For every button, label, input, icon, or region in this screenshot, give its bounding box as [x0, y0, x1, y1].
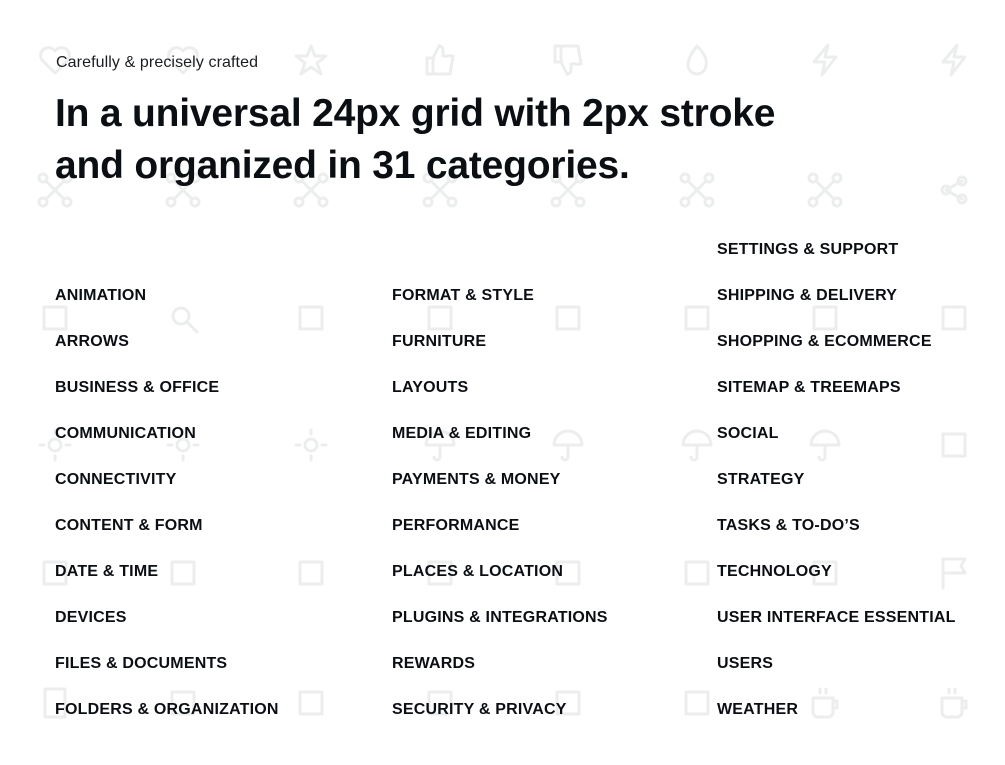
category-business-office[interactable]: BUSINESS & OFFICE [55, 379, 220, 396]
category-rewards[interactable]: REWARDS [392, 655, 476, 672]
category-sitemap-treemaps[interactable]: SITEMAP & TREEMAPS [717, 379, 901, 396]
clock-icon [42, 560, 68, 586]
category-folders-organization[interactable]: FOLDERS & ORGANIZATION [55, 701, 279, 718]
headline-line-1: In a universal 24px grid with 2px stroke [55, 92, 776, 135]
category-shopping-ecommerce[interactable]: SHOPPING & ECOMMERCE [717, 333, 932, 350]
rocket-icon [298, 690, 324, 716]
tablet-icon [43, 687, 67, 719]
flask-icon [684, 560, 710, 586]
pen-icon [298, 560, 324, 586]
category-furniture[interactable]: FURNITURE [392, 333, 487, 350]
category-media-editing[interactable]: MEDIA & EDITING [392, 425, 532, 442]
headline-line-2: and organized in 31 categories. [55, 144, 630, 187]
warning-icon [941, 305, 967, 331]
category-user-interface-essential[interactable]: USER INTERFACE ESSENTIAL [717, 609, 956, 626]
category-social[interactable]: SOCIAL [717, 425, 779, 442]
calendar-icon [427, 560, 453, 586]
waves-icon [941, 432, 967, 458]
category-performance[interactable]: PERFORMANCE [392, 517, 520, 534]
umbrella-icon [809, 429, 841, 462]
crosshair-icon [555, 305, 581, 331]
focus-icon [298, 305, 324, 331]
cup-icon [940, 687, 968, 719]
network-icon [293, 172, 329, 208]
category-security-privacy[interactable]: SECURITY & PRIVACY [392, 701, 567, 718]
sun-icon [166, 428, 200, 462]
flag-icon [941, 557, 967, 590]
category-strategy[interactable]: STRATEGY [717, 471, 805, 488]
sun-icon [38, 428, 72, 462]
umbrella-icon [424, 429, 456, 462]
eyebrow-text: Carefully & precisely crafted [56, 54, 259, 71]
leaf-icon [427, 690, 453, 716]
category-places-location[interactable]: PLACES & LOCATION [392, 563, 564, 580]
sun-icon [294, 428, 328, 462]
axis-icon [684, 305, 710, 331]
network-icon [165, 172, 201, 208]
category-format-style[interactable]: FORMAT & STYLE [392, 287, 535, 304]
category-tasks-to-do-s[interactable]: TASKS & TO-DO’S [717, 517, 860, 534]
category-connectivity[interactable]: CONNECTIVITY [55, 471, 177, 488]
category-layouts[interactable]: LAYOUTS [392, 379, 469, 396]
network-icon [807, 172, 843, 208]
category-files-documents[interactable]: FILES & DOCUMENTS [55, 655, 228, 672]
heart-icon [167, 46, 199, 75]
category-weather[interactable]: WEATHER [717, 701, 799, 718]
flame-icon [686, 44, 708, 76]
network-icon [37, 172, 73, 208]
share-icon [940, 175, 968, 205]
category-shipping-delivery[interactable]: SHIPPING & DELIVERY [717, 287, 898, 304]
category-communication[interactable]: COMMUNICATION [55, 425, 196, 442]
tree-icon [170, 690, 196, 716]
category-settings-support[interactable]: SETTINGS & SUPPORT [717, 241, 899, 258]
search-icon [171, 306, 199, 334]
category-devices[interactable]: DEVICES [55, 609, 127, 626]
pin-icon [555, 560, 581, 586]
bulb-icon [812, 560, 838, 586]
thumbs-up-icon [425, 44, 455, 76]
rocket-icon [684, 690, 710, 716]
network-icon [550, 172, 586, 208]
bolt-icon [812, 43, 838, 77]
cube-icon [812, 305, 838, 331]
category-animation[interactable]: ANIMATION [55, 287, 147, 304]
umbrella-icon [552, 429, 584, 462]
bolt-icon [941, 43, 967, 77]
headline: In a universal 24px grid with 2px stroke… [55, 88, 995, 192]
category-plugins-integrations[interactable]: PLUGINS & INTEGRATIONS [392, 609, 608, 626]
rocket-icon [555, 690, 581, 716]
signature-icon [170, 560, 196, 586]
category-users[interactable]: USERS [717, 655, 774, 672]
cup-icon [811, 687, 839, 719]
heart-icon [39, 46, 71, 75]
focus-icon [42, 305, 68, 331]
category-date-time[interactable]: DATE & TIME [55, 563, 159, 580]
network-icon [422, 172, 458, 208]
star-icon [294, 44, 328, 76]
category-payments-money[interactable]: PAYMENTS & MONEY [392, 471, 561, 488]
category-technology[interactable]: TECHNOLOGY [717, 563, 832, 580]
umbrella-icon [681, 429, 713, 462]
category-arrows[interactable]: ARROWS [55, 333, 130, 350]
category-content-form[interactable]: CONTENT & FORM [55, 517, 203, 534]
target-icon [427, 305, 453, 331]
network-icon [679, 172, 715, 208]
thumbs-down-icon [553, 44, 583, 76]
